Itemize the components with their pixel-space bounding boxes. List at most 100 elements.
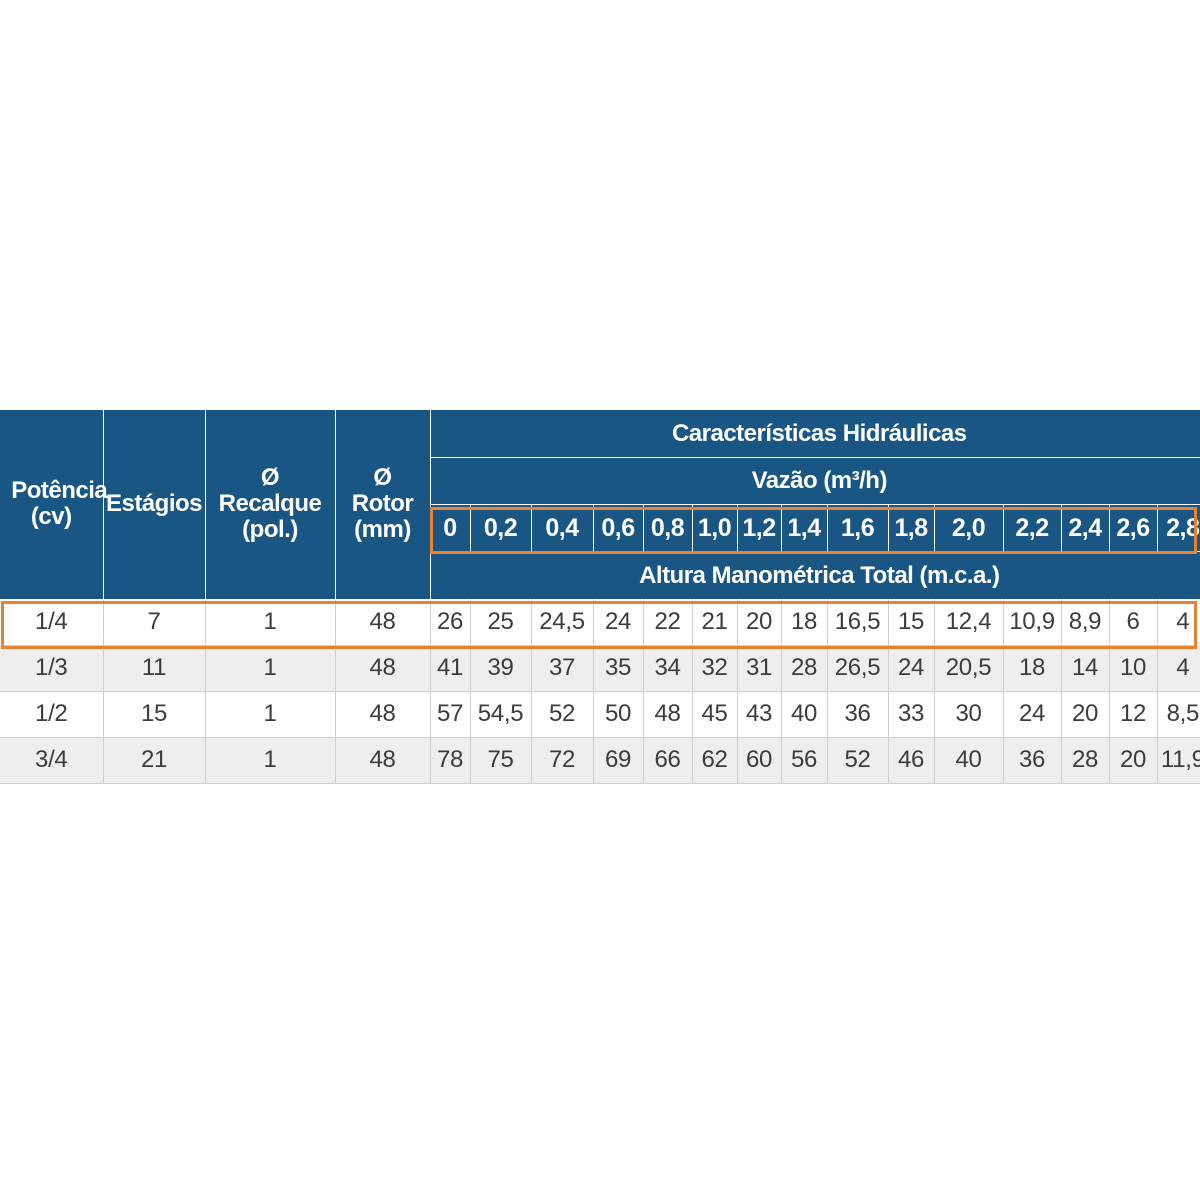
cell-head-value: 69 (593, 737, 644, 784)
cell-head-value: 30 (934, 691, 1004, 738)
cell-recalque: 1 (205, 645, 336, 692)
cell-head-value: 75 (470, 737, 532, 784)
cell-head-value: 46 (888, 737, 935, 784)
cell-head-value: 26 (430, 599, 471, 646)
cell-head-value: 50 (593, 691, 644, 738)
cell-head-value: 24 (888, 645, 935, 692)
cell-head-value: 66 (643, 737, 693, 784)
cell-rotor: 48 (335, 691, 431, 738)
cell-head-value: 40 (781, 691, 828, 738)
cell-head-value: 52 (531, 691, 594, 738)
cell-head-value: 78 (430, 737, 471, 784)
cell-head-value: 24 (593, 599, 644, 646)
cell-head-value: 72 (531, 737, 594, 784)
cell-head-value: 33 (888, 691, 935, 738)
cell-head-value: 11,9 (1157, 737, 1200, 784)
cell-recalque: 1 (205, 737, 336, 784)
cell-rotor: 48 (335, 645, 431, 692)
cell-head-value: 60 (737, 737, 782, 784)
header-estagios: Estágios (102, 410, 206, 600)
cell-head-value: 35 (593, 645, 644, 692)
cell-head-value: 16,5 (827, 599, 889, 646)
flow-value-cell: 2,6 (1108, 504, 1158, 552)
cell-head-value: 12,4 (934, 599, 1004, 646)
flow-value-cell: 1,6 (826, 504, 889, 552)
cell-estagios: 11 (103, 645, 206, 692)
cell-head-value: 40 (934, 737, 1004, 784)
cell-head-value: 6 (1109, 599, 1158, 646)
cell-head-value: 14 (1061, 645, 1110, 692)
cell-head-value: 20,5 (934, 645, 1004, 692)
cell-recalque: 1 (205, 691, 336, 738)
header-estagios-label: Estágios (105, 490, 203, 518)
header-hydraulics: Características Hidráulicas (429, 410, 1200, 458)
flow-value-cell: 0,8 (642, 504, 693, 552)
cell-head-value: 22 (643, 599, 693, 646)
cell-head-value: 28 (781, 645, 828, 692)
flow-value-cell: 0,6 (592, 504, 644, 552)
flow-value-cell: 0,4 (530, 504, 594, 552)
flow-value-cell: 1,2 (736, 504, 782, 552)
cell-head-value: 18 (781, 599, 828, 646)
header-rotor: Ø Rotor (mm) (334, 410, 431, 600)
cell-head-value: 39 (470, 645, 532, 692)
flow-value-cell: 1,4 (780, 504, 828, 552)
cell-head-value: 28 (1061, 737, 1110, 784)
cell-head-value: 24,5 (531, 599, 594, 646)
cell-head-value: 36 (1003, 737, 1062, 784)
cell-head-value: 25 (470, 599, 532, 646)
cell-head-value: 56 (781, 737, 828, 784)
cell-head-value: 57 (430, 691, 471, 738)
table-body: 1/4 7 1 48 26 25 24,5 24 22 21 20 18 16,5 15 12,4 10,9 8… (0, 599, 1200, 784)
cell-estagios: 7 (103, 599, 206, 646)
cell-head-value: 62 (692, 737, 738, 784)
cell-head-value: 52 (827, 737, 889, 784)
cell-potencia: 3/4 (0, 737, 104, 784)
cell-potencia: 1/2 (0, 691, 104, 738)
cell-head-value: 20 (1061, 691, 1110, 738)
flow-value-cell: 1,0 (691, 504, 738, 552)
cell-head-value: 43 (737, 691, 782, 738)
cell-head-value: 41 (430, 645, 471, 692)
cell-head-value: 20 (737, 599, 782, 646)
cell-head-value: 4 (1157, 599, 1200, 646)
cell-head-value: 15 (888, 599, 935, 646)
flow-value-cell: 2,2 (1002, 504, 1062, 552)
cell-head-value: 20 (1109, 737, 1158, 784)
cell-head-value: 45 (692, 691, 738, 738)
cell-head-value: 24 (1003, 691, 1062, 738)
flow-value-cell: 0,2 (469, 504, 532, 552)
table-row: 1/2 15 1 48 57 54,5 52 50 48 45 43 40 36 33 30 24 20 12 8,… (0, 691, 1200, 738)
cell-head-value: 31 (737, 645, 782, 692)
cell-recalque: 1 (205, 599, 336, 646)
cell-head-value: 36 (827, 691, 889, 738)
header-rotor-label: Ø Rotor (mm) (351, 464, 414, 544)
cell-potencia: 1/3 (0, 645, 104, 692)
cell-estagios: 15 (103, 691, 206, 738)
header-potencia-label: Potência (cv) (11, 477, 108, 531)
flow-value-cell: 2,4 (1060, 504, 1110, 552)
table-row: 1/3 11 1 48 41 39 37 35 34 32 31 28 26,5 24 20,5 18 14 10… (0, 645, 1200, 692)
cell-rotor: 48 (335, 599, 431, 646)
header-flow: Vazão (m³/h) (430, 457, 1200, 505)
header-head: Altura Manométrica Total (m.c.a.) (430, 551, 1200, 599)
header-recalque: Ø Recalque (pol.) (204, 410, 336, 600)
flow-value-cell: 0 (430, 504, 471, 552)
table-row: 1/4 7 1 48 26 25 24,5 24 22 21 20 18 16,5 15 12,4 10,9 8… (0, 599, 1200, 646)
cell-rotor: 48 (335, 737, 431, 784)
cell-head-value: 54,5 (470, 691, 532, 738)
cell-potencia: 1/4 (0, 599, 104, 646)
cell-head-value: 26,5 (827, 645, 889, 692)
cell-head-value: 32 (692, 645, 738, 692)
flow-value-cell: 1,8 (887, 504, 935, 552)
header-recalque-label: Ø Recalque (pol.) (218, 464, 322, 544)
cell-head-value: 21 (692, 599, 738, 646)
cell-head-value: 18 (1003, 645, 1062, 692)
cell-head-value: 10 (1109, 645, 1158, 692)
cell-head-value: 4 (1157, 645, 1200, 692)
header-potencia: Potência (cv) (0, 410, 108, 600)
cell-head-value: 12 (1109, 691, 1158, 738)
cell-head-value: 48 (643, 691, 693, 738)
flow-value-cell: 2,8 (1156, 504, 1200, 552)
table-row: 3/4 21 1 48 78 75 72 69 66 62 60 56 52 46 40 36 28 20 11,9 (0, 737, 1200, 784)
